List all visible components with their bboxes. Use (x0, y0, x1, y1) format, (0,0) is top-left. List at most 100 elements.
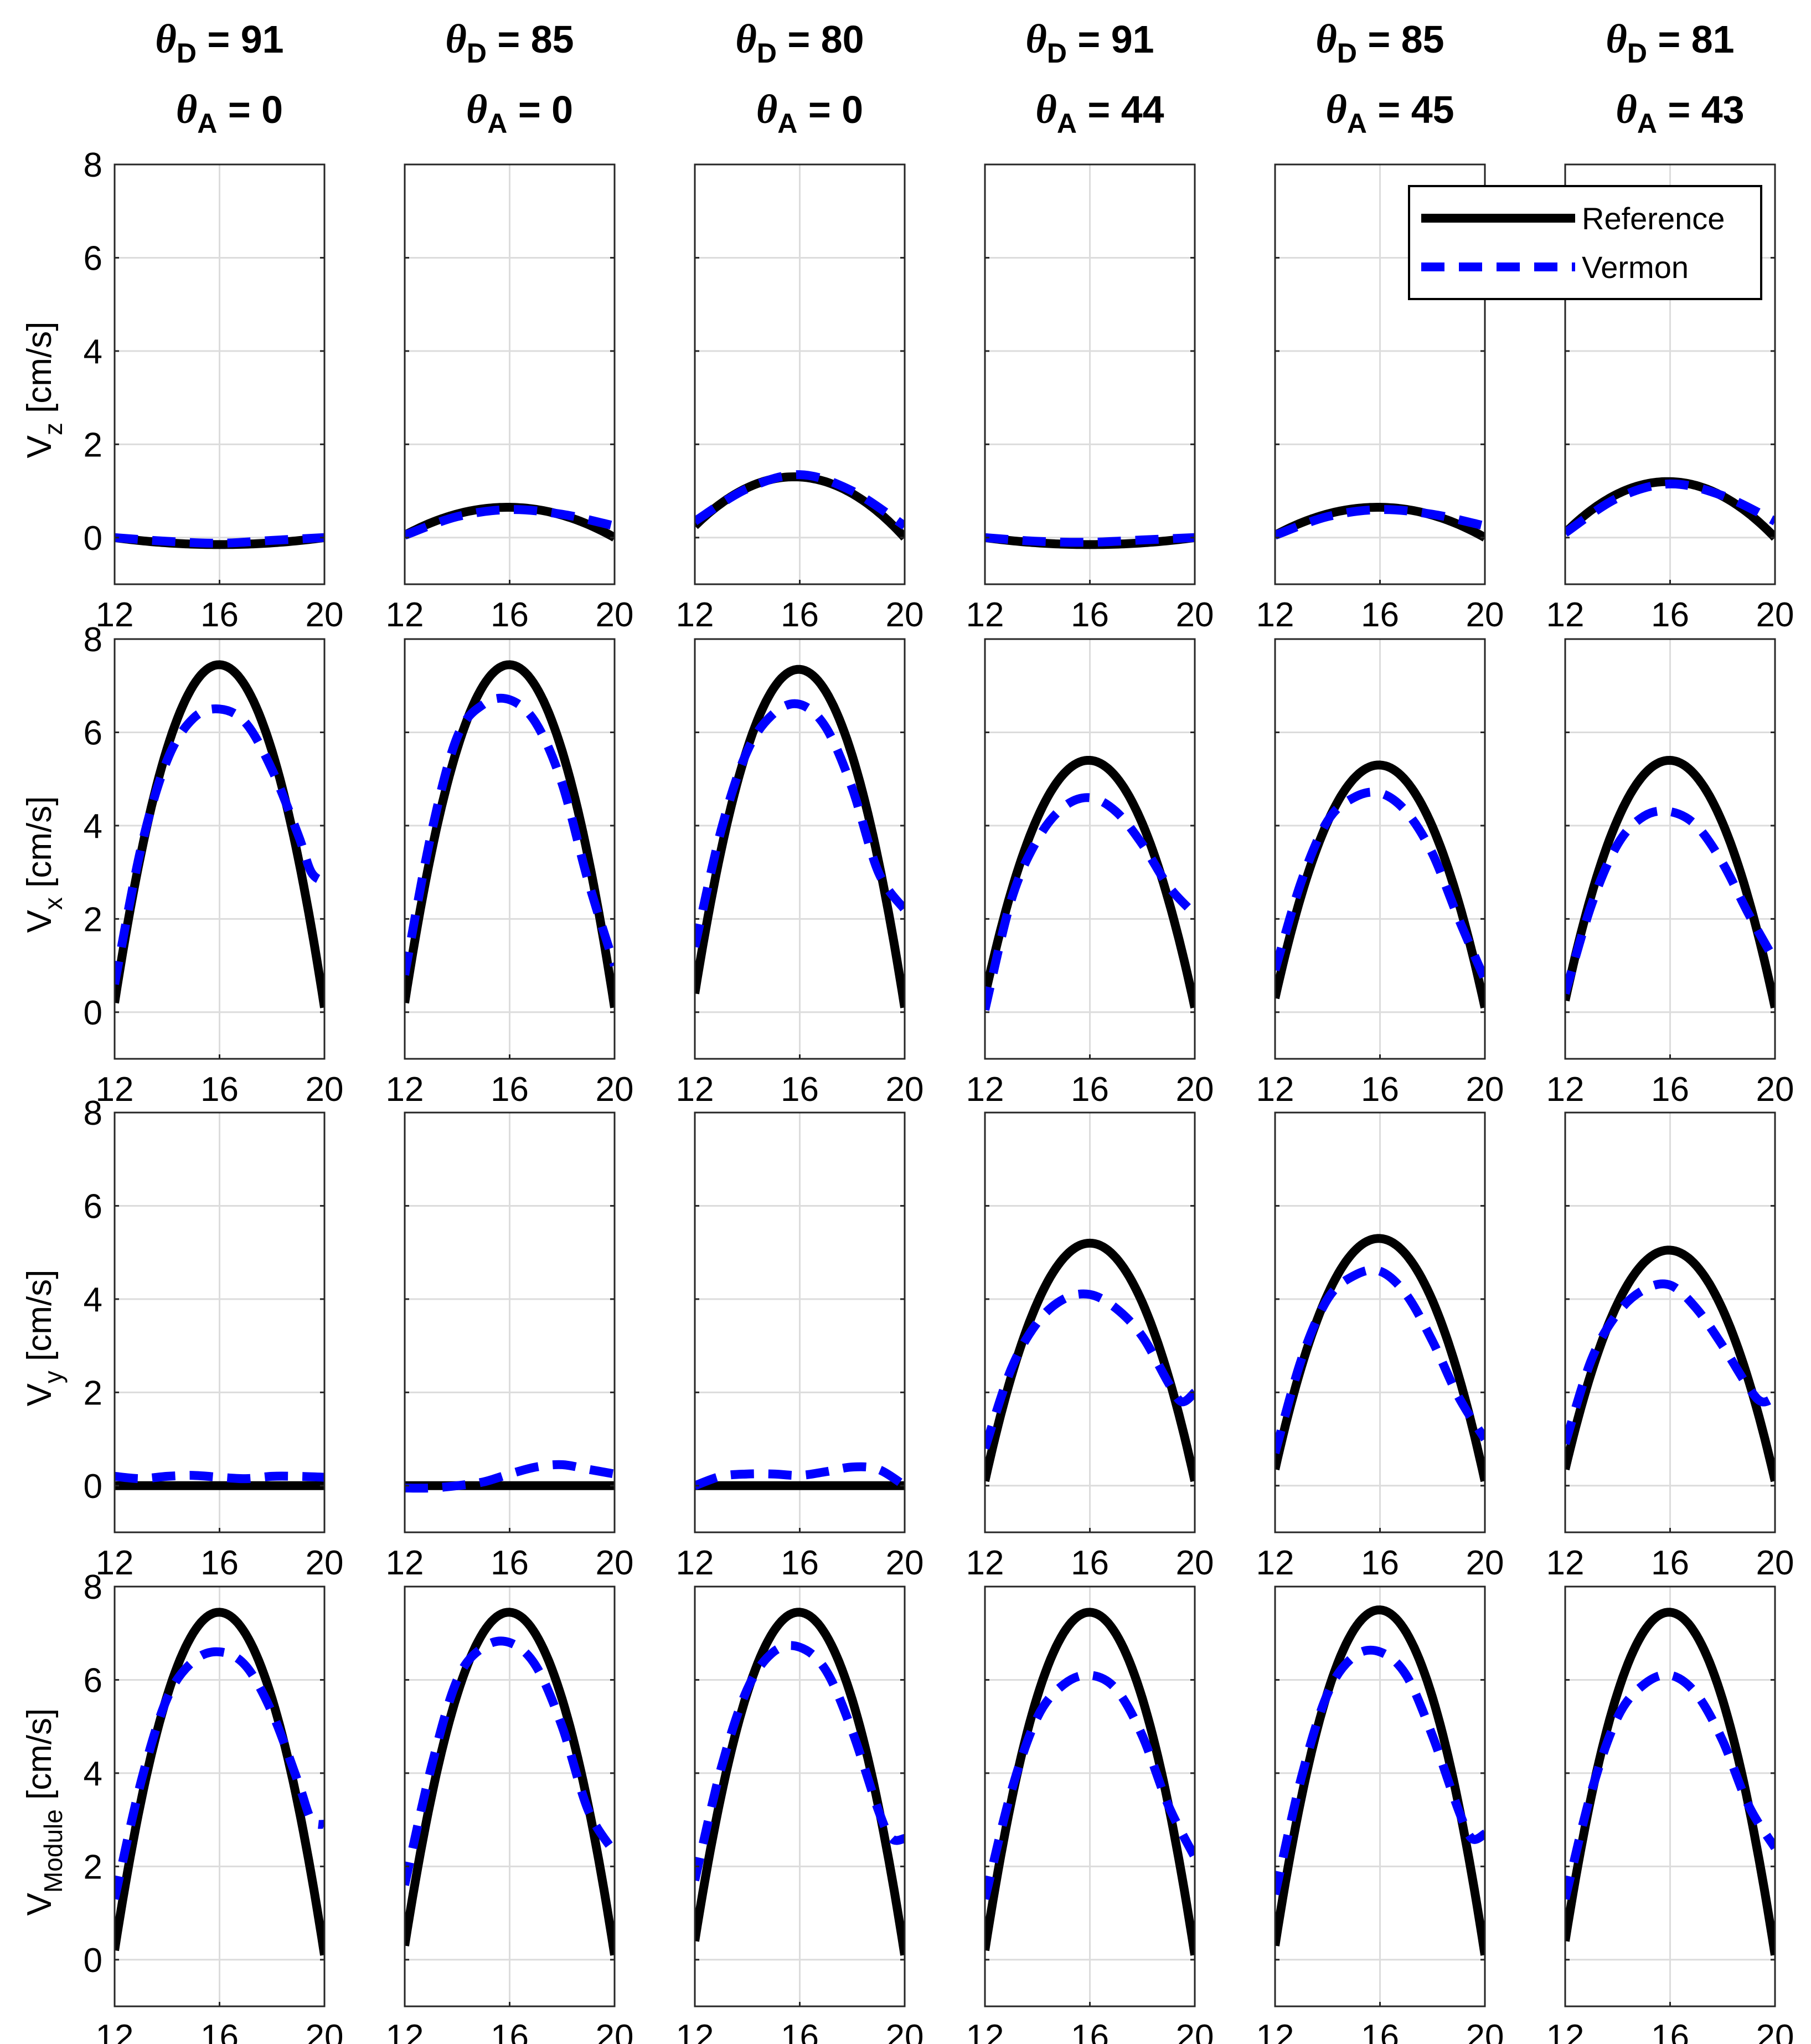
series-group (985, 756, 1195, 1011)
title-theta-a: θA = 45 (1325, 87, 1454, 139)
x-tick-label: 20 (1466, 1544, 1504, 1582)
legend-reference-label: Reference (1582, 201, 1725, 236)
x-tick-label: 20 (1756, 1070, 1794, 1109)
series-group (695, 470, 905, 541)
vermon-line (115, 704, 324, 985)
theta-symbol: θ (1325, 87, 1346, 132)
vermon-line (1275, 1265, 1485, 1454)
vermon-line (985, 1289, 1195, 1450)
x-tick-label: 16 (1651, 1544, 1689, 1582)
x-tick-label: 16 (200, 1544, 239, 1582)
subplot: 12 16 20 (1546, 638, 1794, 1109)
x-tick-label: 20 (1466, 2018, 1504, 2044)
vermon-line (1565, 806, 1775, 995)
y-axis-label: Vy [cm/s] (20, 1270, 68, 1407)
theta-a-subscript: A (487, 108, 507, 139)
theta-a-subscript: A (1057, 108, 1077, 139)
reference-line (695, 1608, 905, 1956)
reference-line (115, 533, 324, 549)
theta-d-subscript: D (1337, 38, 1357, 69)
title-theta-a: θA = 0 (466, 87, 573, 139)
y-label-main: V (20, 435, 59, 458)
subplot: 0 2 4 6 8 12 16 20 (84, 146, 344, 634)
x-tick-label: 20 (306, 596, 344, 634)
y-axis-label: Vz [cm/s] (20, 322, 68, 459)
subplot: 121620z-axis [mm] (386, 1585, 633, 2044)
x-tick-label: 16 (200, 2018, 239, 2044)
vermon-line (695, 470, 905, 530)
subplot: 12 16 20 (1256, 1111, 1504, 1582)
theta-symbol: θ (466, 87, 487, 132)
vermon-line (1565, 1279, 1775, 1445)
theta-symbol: θ (1616, 87, 1637, 132)
x-tick-label: 20 (886, 1070, 924, 1109)
subplot: 0 2 4 6 8 12 16 20 (84, 621, 344, 1109)
x-tick-label: 12 (96, 596, 134, 634)
x-tick-label: 16 (1071, 1070, 1109, 1109)
y-tick-label: 2 (84, 1374, 102, 1412)
reference-line (405, 1608, 615, 1956)
x-tick-label: 20 (596, 1070, 634, 1109)
vermon-line (405, 1636, 615, 1886)
title-theta-d: θD = 91 (155, 17, 283, 69)
x-tick-label: 20 (886, 596, 924, 634)
x-tick-label: 20 (1756, 2018, 1794, 2044)
x-tick-label: 12 (1256, 596, 1294, 634)
x-tick-label: 12 (1546, 2018, 1585, 2044)
y-label-subscript: y (39, 1371, 68, 1383)
x-tick-label: 16 (200, 1070, 239, 1109)
legend: Reference Vermon (1408, 185, 1762, 300)
theta-a-value: = 0 (507, 88, 573, 131)
subplot: 12 16 20 (386, 163, 633, 634)
y-label-unit: [cm/s] (20, 1708, 59, 1810)
subplot: 12 16 20 (1256, 638, 1504, 1109)
subplot: 121620z-axis [mm] (1546, 1585, 1794, 2044)
subplot: 12 16 20 (676, 163, 924, 634)
y-tick-label: 2 (84, 1848, 102, 1886)
series-group (115, 660, 324, 1008)
x-tick-label: 20 (1756, 1544, 1794, 1582)
x-tick-label: 16 (1361, 1070, 1399, 1109)
theta-a-value: = 43 (1657, 88, 1745, 131)
x-tick-label: 12 (1546, 596, 1585, 634)
y-tick-label: 2 (84, 426, 102, 464)
series-group (985, 1238, 1195, 1482)
subplot: 02468121620z-axis [mm] (84, 1568, 344, 2044)
x-tick-label: 16 (781, 1544, 819, 1582)
theta-a-subscript: A (777, 108, 797, 139)
theta-d-subscript: D (757, 38, 777, 69)
y-axis-label: Vx [cm/s] (20, 796, 68, 933)
y-tick-label: 4 (84, 1755, 102, 1793)
x-tick-label: 12 (1546, 1544, 1585, 1582)
title-theta-d: θD = 85 (1315, 17, 1444, 69)
vermon-line (695, 699, 905, 948)
reference-line (1275, 1605, 1485, 1956)
y-tick-label: 0 (84, 994, 102, 1032)
x-tick-label: 20 (306, 1544, 344, 1582)
y-tick-label: 8 (84, 621, 102, 659)
title-theta-a: θA = 44 (1035, 87, 1164, 139)
theta-symbol: θ (1035, 87, 1056, 132)
theta-d-subscript: D (467, 38, 487, 69)
y-label-subscript: z (39, 423, 68, 435)
vermon-line (1565, 479, 1775, 537)
y-tick-label: 0 (84, 519, 102, 558)
vermon-line (1275, 1645, 1485, 1896)
vermon-line (1275, 787, 1485, 981)
x-tick-label: 12 (1256, 1070, 1294, 1109)
title-theta-d: θD = 91 (1025, 17, 1154, 69)
title-theta-a: θA = 0 (176, 87, 283, 139)
subplot: 12 16 20 (966, 163, 1214, 634)
series-group (115, 1471, 324, 1490)
series-group (985, 533, 1195, 549)
x-tick-label: 12 (676, 1070, 714, 1109)
subplot: 121620z-axis [mm] (1256, 1585, 1504, 2044)
x-tick-label: 12 (1546, 1070, 1585, 1109)
theta-d-subscript: D (1627, 38, 1647, 69)
y-tick-label: 2 (84, 900, 102, 939)
y-tick-label: 6 (84, 239, 102, 277)
y-tick-label: 6 (84, 714, 102, 752)
subplot: 12 16 20 (386, 1111, 633, 1582)
series-group (695, 1462, 905, 1490)
